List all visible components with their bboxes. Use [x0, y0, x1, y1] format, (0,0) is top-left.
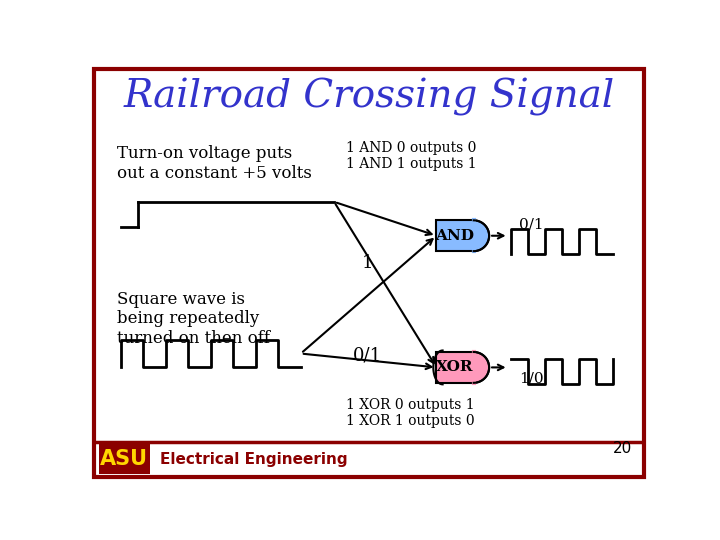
Text: 0/1: 0/1: [353, 347, 382, 365]
Text: XOR: XOR: [436, 360, 473, 374]
Text: Railroad Crossing Signal: Railroad Crossing Signal: [123, 78, 615, 116]
Polygon shape: [474, 352, 489, 383]
Bar: [94, 441, 644, 476]
Text: 1: 1: [361, 254, 373, 273]
Text: Turn-on voltage puts
out a constant +5 volts: Turn-on voltage puts out a constant +5 v…: [117, 145, 312, 181]
Polygon shape: [474, 220, 489, 251]
Text: AND: AND: [435, 229, 474, 243]
Text: 20: 20: [613, 441, 632, 456]
Bar: [436, 220, 474, 251]
Text: 1 XOR 0 outputs 1
1 XOR 1 outputs 0: 1 XOR 0 outputs 1 1 XOR 1 outputs 0: [346, 398, 474, 428]
Text: 0/1: 0/1: [519, 218, 544, 232]
Text: 1 AND 0 outputs 0
1 AND 1 outputs 1: 1 AND 0 outputs 0 1 AND 1 outputs 1: [346, 140, 477, 171]
Bar: [99, 444, 150, 474]
Text: Electrical Engineering: Electrical Engineering: [160, 451, 347, 467]
Text: 1/0: 1/0: [519, 371, 544, 385]
Text: Square wave is
being repeatedly
turned on then off: Square wave is being repeatedly turned o…: [117, 291, 270, 347]
Text: ASU: ASU: [100, 449, 148, 469]
Bar: [436, 352, 474, 383]
